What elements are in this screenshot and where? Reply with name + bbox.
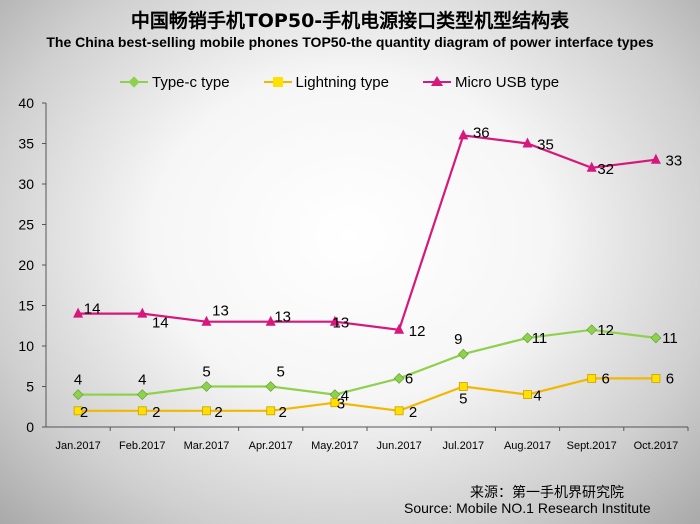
data-point-type-c <box>265 381 277 392</box>
data-point-micro-usb <box>458 129 469 140</box>
data-point-lightning <box>523 390 532 400</box>
legend-swatch-micro-usb <box>422 75 451 89</box>
data-label-type-c: 4 <box>138 372 146 389</box>
data-point-micro-usb <box>522 137 533 148</box>
source-en: Source: Mobile NO.1 Research Institute <box>404 500 651 516</box>
x-tick-label: May.2017 <box>311 440 359 452</box>
data-label-lightning: 2 <box>80 404 88 421</box>
data-label-lightning: 2 <box>152 404 160 421</box>
y-tick-label: 15 <box>18 298 34 314</box>
x-tick-label: Jun.2017 <box>376 440 421 452</box>
data-point-micro-usb <box>586 161 597 172</box>
data-label-lightning: 6 <box>666 370 674 387</box>
data-label-type-c: 9 <box>454 331 462 348</box>
y-tick-label: 0 <box>26 419 34 435</box>
data-point-type-c <box>201 381 212 392</box>
data-point-lightning <box>651 373 661 383</box>
legend-item-type-c: Type-c type <box>120 74 230 91</box>
data-label-type-c: 11 <box>532 330 548 347</box>
data-point-micro-usb <box>137 307 148 318</box>
data-point-micro-usb <box>650 153 661 164</box>
y-tick-label: 20 <box>18 257 34 273</box>
y-tick-label: 25 <box>18 217 34 233</box>
data-point-type-c <box>393 373 405 384</box>
x-tick-label: Jul.2017 <box>443 440 485 452</box>
data-point-micro-usb <box>201 315 212 326</box>
y-tick-label: 10 <box>18 338 34 354</box>
chart-subtitle: The China best-selling mobile phones TOP… <box>46 34 654 50</box>
x-tick-label: Mar.2017 <box>184 440 230 452</box>
legend: Type-c type Lightning type Micro USB typ… <box>120 70 559 94</box>
data-point-type-c <box>586 324 598 336</box>
legend-label-micro-usb: Micro USB type <box>454 73 560 91</box>
x-tick-label: Oct.2017 <box>634 440 679 452</box>
data-label-type-c: 4 <box>74 372 82 389</box>
data-label-lightning: 3 <box>337 396 345 413</box>
data-label-type-c: 11 <box>662 330 678 347</box>
x-tick-label: Aug.2017 <box>504 440 551 452</box>
x-tick-label: Apr.2017 <box>249 440 293 452</box>
data-label-type-c: 12 <box>597 322 614 339</box>
data-point-micro-usb <box>329 315 340 326</box>
data-label-lightning: 6 <box>602 370 610 387</box>
data-point-type-c <box>72 389 84 400</box>
data-point-lightning <box>394 406 404 416</box>
data-point-lightning <box>266 406 276 416</box>
data-label-lightning: 2 <box>214 404 222 421</box>
data-point-lightning <box>587 373 597 383</box>
data-point-lightning <box>202 406 211 416</box>
data-label-type-c: 5 <box>277 364 285 381</box>
data-point-lightning <box>458 382 468 391</box>
data-label-micro-usb: 13 <box>333 315 350 332</box>
chart-title: 中国畅销手机TOP50-手机电源接口类型机型结构表 <box>130 10 570 32</box>
data-label-micro-usb: 13 <box>274 309 291 326</box>
data-label-type-c: 6 <box>405 370 413 387</box>
data-label-micro-usb: 36 <box>473 124 490 141</box>
legend-label-lightning: Lightning type <box>295 73 389 91</box>
x-tick-label: Jan.2017 <box>55 440 100 452</box>
y-tick-label: 30 <box>18 176 34 192</box>
data-label-micro-usb: 33 <box>666 153 683 170</box>
data-point-type-c <box>650 332 662 344</box>
data-label-micro-usb: 35 <box>537 137 554 154</box>
data-point-micro-usb <box>265 315 276 326</box>
y-tick-label: 5 <box>26 379 34 395</box>
data-label-type-c: 4 <box>341 388 349 405</box>
data-point-micro-usb <box>394 323 405 334</box>
data-point-type-c <box>329 389 341 400</box>
series-line-type-c <box>78 328 657 396</box>
legend-label-type-c: Type-c type <box>152 73 230 91</box>
data-label-type-c: 5 <box>202 364 210 381</box>
data-label-micro-usb: 13 <box>212 303 229 320</box>
data-point-lightning <box>137 406 147 416</box>
series-line-micro-usb <box>78 134 657 332</box>
data-point-type-c <box>522 332 533 344</box>
y-tick-label: 35 <box>18 136 34 152</box>
x-tick-label: Feb.2017 <box>119 440 165 452</box>
data-label-micro-usb: 14 <box>152 315 169 332</box>
legend-swatch-lightning <box>263 75 292 89</box>
data-point-type-c <box>136 389 148 400</box>
legend-swatch-type-c <box>120 75 148 89</box>
data-label-micro-usb: 14 <box>84 301 101 318</box>
data-label-lightning: 5 <box>459 391 467 408</box>
legend-item-lightning: Lightning type <box>263 73 389 91</box>
data-label-micro-usb: 12 <box>409 323 426 340</box>
series-line-lightning <box>78 377 656 412</box>
data-point-lightning <box>73 406 83 416</box>
data-point-type-c <box>457 348 469 360</box>
data-label-lightning: 4 <box>533 388 541 405</box>
legend-item-micro-usb: Micro USB type <box>422 73 560 91</box>
data-point-lightning <box>330 398 340 408</box>
data-point-micro-usb <box>73 307 84 318</box>
data-label-lightning: 2 <box>279 404 287 421</box>
y-tick-label: 40 <box>18 95 34 111</box>
x-tick-label: Sept.2017 <box>567 440 617 452</box>
data-label-micro-usb: 32 <box>597 161 614 178</box>
source-cn: 来源：第一手机界研究院 <box>470 485 624 501</box>
data-label-lightning: 2 <box>409 404 417 421</box>
